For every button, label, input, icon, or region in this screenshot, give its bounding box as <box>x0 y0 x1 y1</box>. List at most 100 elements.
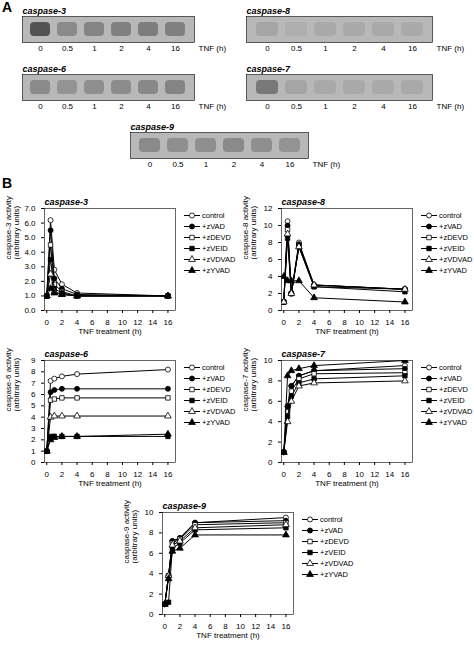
svg-text:0: 0 <box>45 318 50 327</box>
svg-text:0: 0 <box>148 160 153 169</box>
svg-text:0: 0 <box>163 622 168 631</box>
svg-text:caspase-6: caspase-6 <box>23 64 68 74</box>
svg-text:12: 12 <box>264 204 273 213</box>
svg-text:caspase-9: caspase-9 <box>131 122 175 132</box>
svg-text:1: 1 <box>92 44 97 53</box>
svg-text:12: 12 <box>133 470 142 479</box>
svg-text:caspase-6 activity(arbitrary u: caspase-6 activity(arbitrary units) <box>4 348 21 412</box>
svg-text:caspase-9: caspase-9 <box>163 501 207 511</box>
svg-text:10: 10 <box>145 508 154 517</box>
svg-text:6: 6 <box>149 549 154 558</box>
svg-text:4: 4 <box>312 470 317 479</box>
svg-text:4: 4 <box>312 318 317 327</box>
svg-text:0: 0 <box>265 44 270 53</box>
svg-text:caspase-8: caspase-8 <box>282 197 326 207</box>
svg-text:8: 8 <box>149 528 154 537</box>
svg-text:10: 10 <box>118 470 127 479</box>
svg-text:16: 16 <box>408 102 417 111</box>
svg-text:16: 16 <box>408 44 417 53</box>
svg-text:caspase-3: caspase-3 <box>23 6 67 16</box>
svg-text:6: 6 <box>327 318 332 327</box>
svg-text:TNF (h): TNF (h) <box>199 102 227 111</box>
svg-text:4: 4 <box>260 160 265 169</box>
svg-text:14: 14 <box>148 470 157 479</box>
svg-text:2: 2 <box>60 470 65 479</box>
svg-text:8: 8 <box>223 622 228 631</box>
svg-text:2: 2 <box>232 160 237 169</box>
svg-text:4: 4 <box>146 102 151 111</box>
svg-text:0.5: 0.5 <box>291 44 303 53</box>
svg-text:0: 0 <box>268 306 273 315</box>
svg-text:4: 4 <box>149 569 154 578</box>
svg-text:0.5: 0.5 <box>172 160 184 169</box>
svg-text:1: 1 <box>92 102 97 111</box>
svg-text:2: 2 <box>149 590 154 599</box>
svg-text:TNF treatment (h): TNF treatment (h) <box>196 631 260 640</box>
svg-text:caspase-8: caspase-8 <box>247 6 291 16</box>
svg-text:2.0: 2.0 <box>24 277 36 286</box>
svg-text:14: 14 <box>148 318 157 327</box>
svg-text:2: 2 <box>119 44 124 53</box>
svg-text:14: 14 <box>266 622 275 631</box>
svg-text:0: 0 <box>38 102 43 111</box>
svg-text:10: 10 <box>264 221 273 230</box>
svg-text:6.0: 6.0 <box>24 219 36 228</box>
svg-text:6: 6 <box>90 318 95 327</box>
svg-text:8: 8 <box>342 318 347 327</box>
svg-text:14: 14 <box>385 470 394 479</box>
svg-text:6: 6 <box>268 397 273 406</box>
svg-text:7: 7 <box>31 379 36 388</box>
svg-text:6: 6 <box>31 390 36 399</box>
svg-text:caspase-7: caspase-7 <box>282 349 327 359</box>
svg-text:1: 1 <box>204 160 209 169</box>
svg-text:TNF (h): TNF (h) <box>437 102 465 111</box>
svg-text:4: 4 <box>193 622 198 631</box>
svg-text:2: 2 <box>31 435 36 444</box>
svg-text:8: 8 <box>268 238 273 247</box>
svg-text:8: 8 <box>31 367 36 376</box>
svg-text:3.0: 3.0 <box>24 262 36 271</box>
svg-text:0: 0 <box>38 44 43 53</box>
svg-text:1: 1 <box>323 44 328 53</box>
svg-text:5.0: 5.0 <box>24 233 36 242</box>
svg-text:2: 2 <box>297 318 302 327</box>
svg-text:16: 16 <box>281 622 290 631</box>
svg-text:TNF treatment (h): TNF treatment (h) <box>315 327 379 336</box>
svg-text:16: 16 <box>400 318 409 327</box>
svg-text:9: 9 <box>31 356 36 365</box>
svg-text:4.0: 4.0 <box>24 248 36 257</box>
svg-text:4: 4 <box>381 102 386 111</box>
svg-text:caspase-7 activity(arbitrary u: caspase-7 activity(arbitrary units) <box>241 348 258 412</box>
svg-text:7.0: 7.0 <box>24 204 36 213</box>
svg-text:0.5: 0.5 <box>62 102 74 111</box>
svg-text:0: 0 <box>45 470 50 479</box>
svg-text:12: 12 <box>251 622 260 631</box>
svg-text:2: 2 <box>268 289 273 298</box>
svg-text:6: 6 <box>327 470 332 479</box>
svg-text:TNF (h): TNF (h) <box>199 44 227 53</box>
svg-text:4: 4 <box>75 470 80 479</box>
svg-text:4: 4 <box>31 413 36 422</box>
svg-text:4: 4 <box>146 44 151 53</box>
svg-text:1: 1 <box>31 447 36 456</box>
svg-text:1: 1 <box>323 102 328 111</box>
svg-text:2: 2 <box>297 470 302 479</box>
svg-text:16: 16 <box>163 470 172 479</box>
svg-text:caspase-7: caspase-7 <box>247 64 292 74</box>
svg-text:2: 2 <box>268 438 273 447</box>
svg-text:6: 6 <box>268 255 273 264</box>
svg-text:0: 0 <box>282 470 287 479</box>
svg-text:6: 6 <box>90 470 95 479</box>
svg-text:10: 10 <box>236 622 245 631</box>
svg-text:16: 16 <box>171 44 180 53</box>
svg-text:0: 0 <box>268 458 273 467</box>
svg-text:12: 12 <box>133 318 142 327</box>
svg-text:1.0: 1.0 <box>24 291 36 300</box>
svg-text:TNF treatment (h): TNF treatment (h) <box>315 479 379 488</box>
svg-text:0: 0 <box>31 458 36 467</box>
svg-text:5: 5 <box>31 401 36 410</box>
svg-text:0: 0 <box>282 318 287 327</box>
svg-text:2: 2 <box>352 44 357 53</box>
svg-text:caspase-3 activity(arbitrary u: caspase-3 activity(arbitrary units) <box>4 196 21 260</box>
svg-text:16: 16 <box>286 160 295 169</box>
